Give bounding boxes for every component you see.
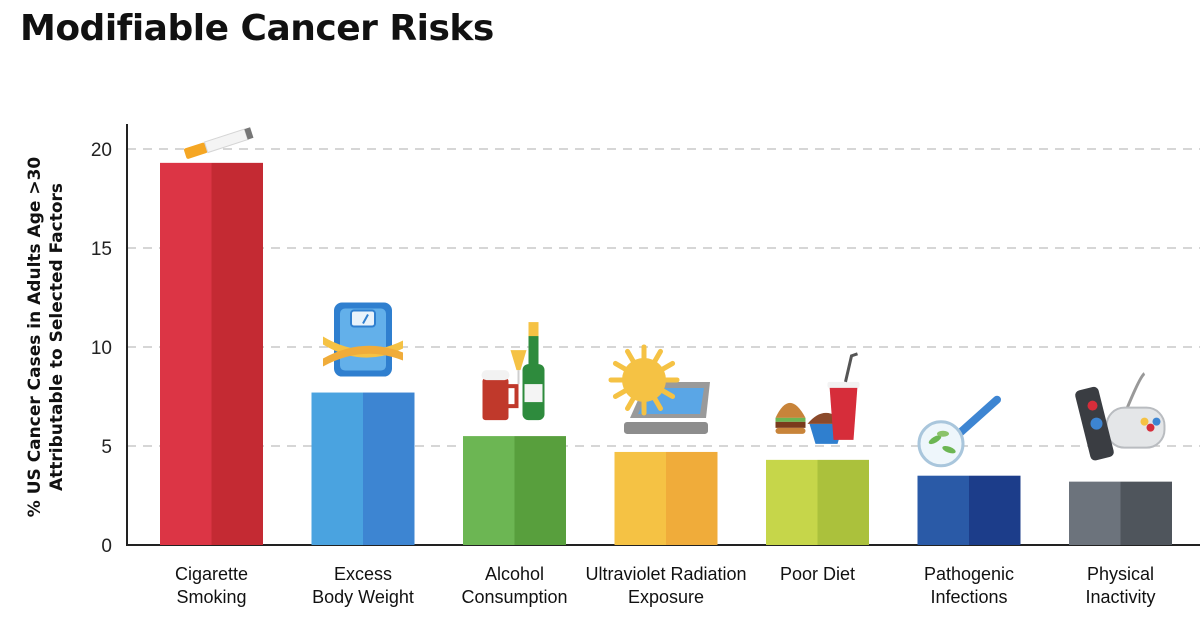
fast-food-icon: [775, 352, 860, 444]
y-axis-label: % US Cancer Cases in Adults Age >30 Attri…: [25, 157, 67, 518]
grid-lines: [127, 148, 1200, 447]
bar-left-face: [463, 436, 515, 545]
bar-icons: [184, 127, 1166, 468]
bar: [766, 459, 869, 545]
bar-right-face: [1120, 481, 1172, 545]
petri-dish-icon: [917, 395, 1001, 468]
scale-icon: [323, 302, 403, 377]
bar-right-face: [817, 459, 869, 545]
remote-gamepad-icon: [1075, 372, 1166, 461]
category-labels: Cigarette Smoking Excess Body Weight Alcohol…: [175, 564, 1156, 607]
category-label: Physical Inactivity: [1085, 564, 1155, 607]
bar-right-face: [514, 436, 566, 545]
category-label: Ultraviolet Radiation Exposure: [585, 564, 746, 607]
category-label: Alcohol Consumption: [461, 564, 567, 607]
bar-left-face: [766, 459, 818, 545]
category-label: Pathogenic Infections: [924, 564, 1014, 607]
y-tick-label: 10: [91, 338, 112, 359]
y-tick-label: 0: [101, 536, 112, 557]
y-tick-label: 20: [91, 140, 112, 161]
bar-right-face: [666, 451, 718, 545]
bar-left-face: [614, 451, 666, 545]
bar-right-face: [363, 392, 415, 545]
bar: [463, 436, 566, 545]
cigarette-icon: [184, 127, 254, 159]
chart-title: Modifiable Cancer Risks: [20, 8, 494, 49]
y-tick-label: 15: [91, 239, 112, 260]
category-label: Poor Diet: [780, 564, 855, 584]
bar: [614, 451, 718, 545]
y-tick-labels: 0 5 10 15 20: [91, 140, 112, 557]
bar-right-face: [969, 475, 1021, 545]
bar-left-face: [917, 475, 969, 545]
bar: [917, 475, 1021, 545]
category-label: Cigarette Smoking: [175, 564, 248, 607]
bar-left-face: [160, 162, 212, 546]
y-axis-label-text: % US Cancer Cases in Adults Age >30 Attri…: [25, 157, 67, 518]
bars: [160, 162, 1172, 546]
bar: [1069, 481, 1172, 545]
bar-left-face: [311, 392, 363, 545]
tanning-bed-icon: [608, 344, 710, 434]
bar-left-face: [1069, 481, 1121, 545]
bar-right-face: [211, 162, 263, 546]
category-label: Excess Body Weight: [312, 564, 414, 607]
bar: [160, 162, 263, 546]
bar: [311, 392, 415, 545]
drinks-icon: [481, 322, 545, 421]
y-tick-label: 5: [101, 437, 112, 458]
